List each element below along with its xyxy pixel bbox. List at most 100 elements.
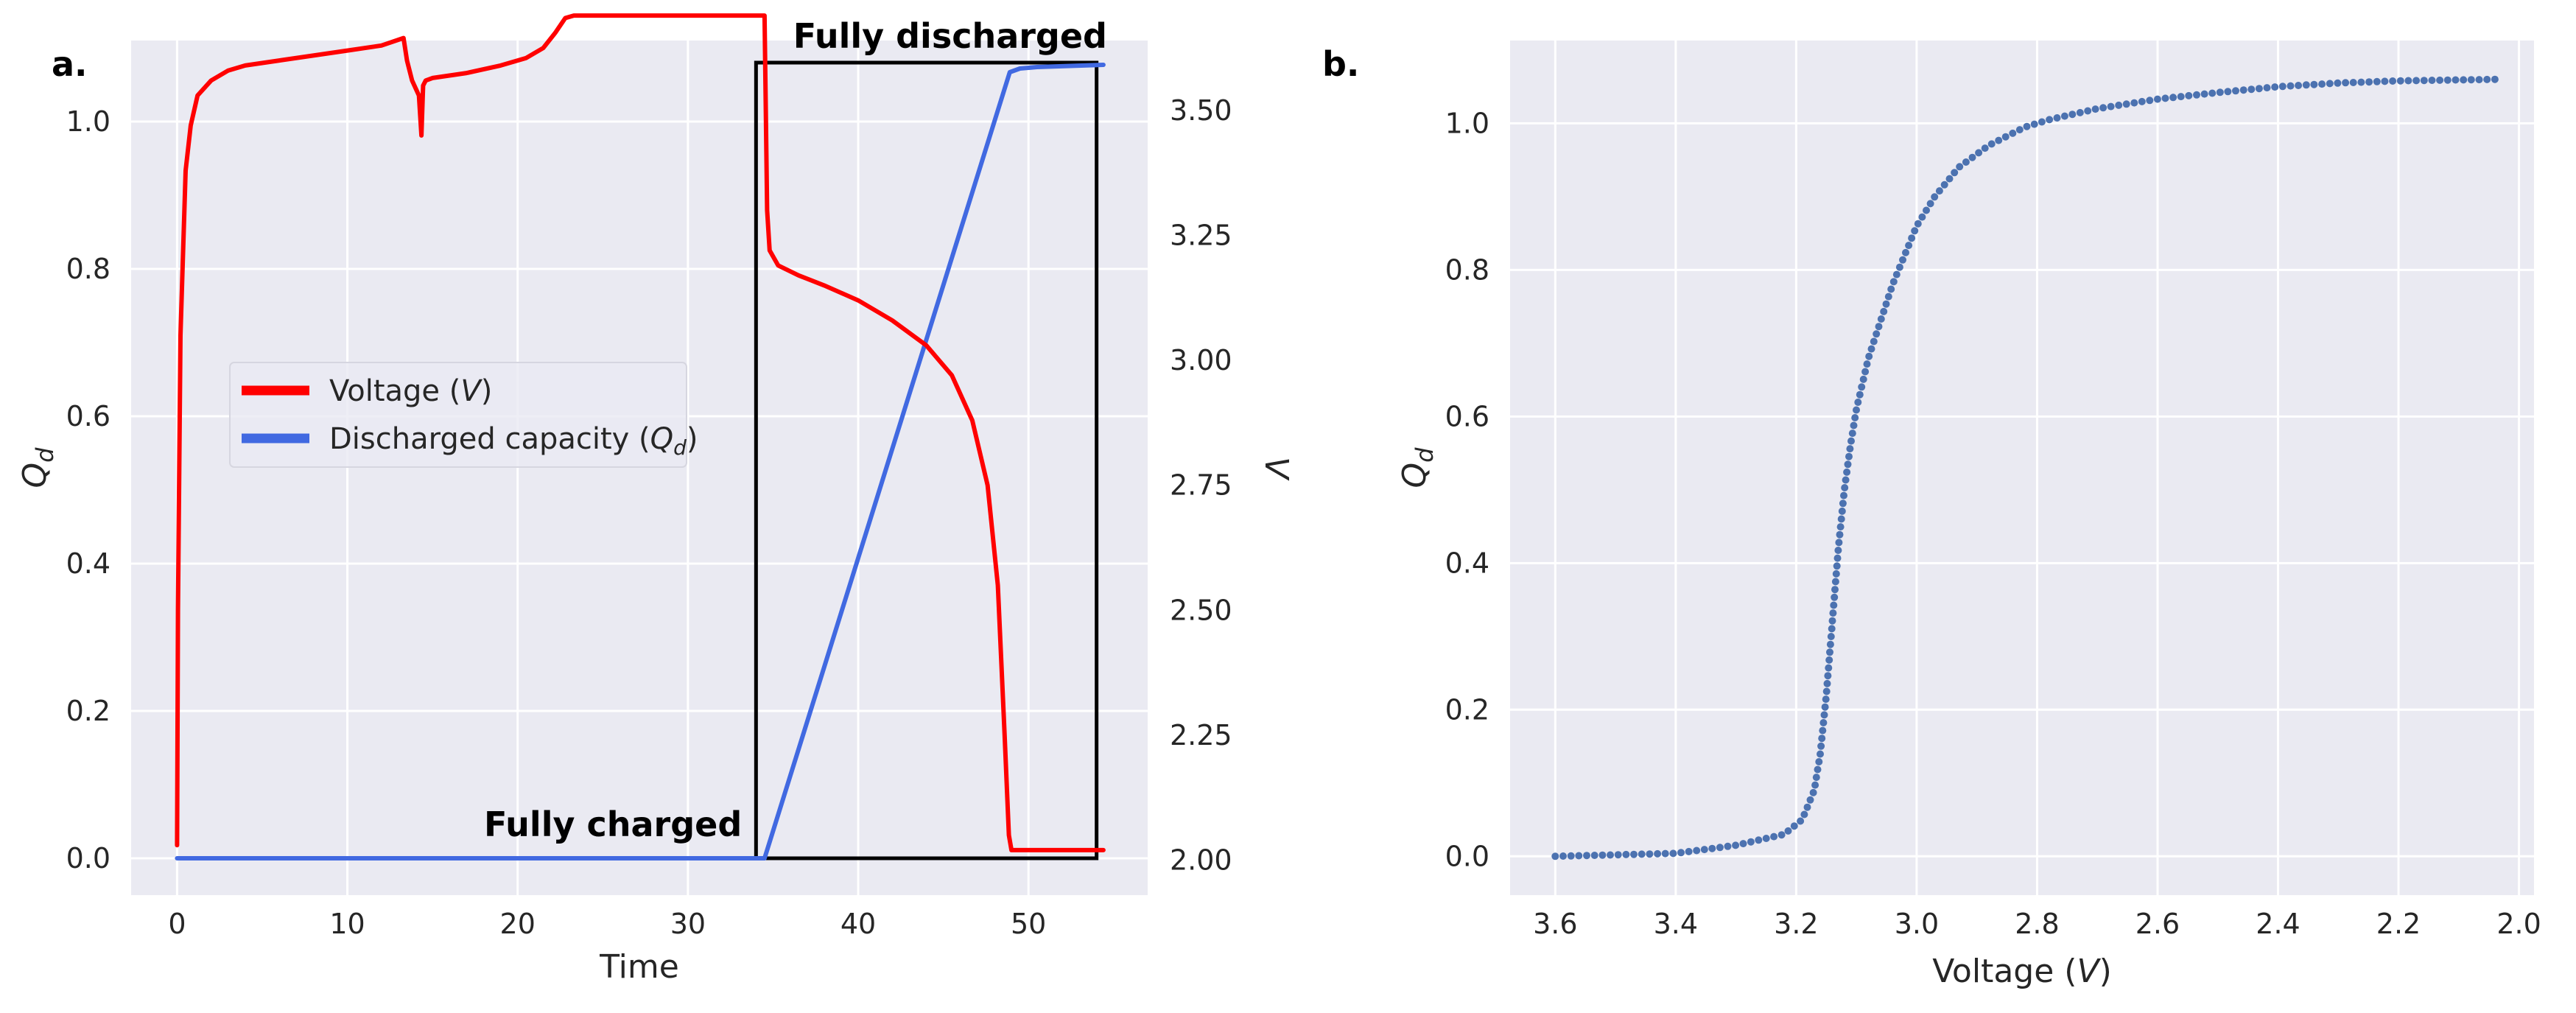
scatter-point (1825, 664, 1833, 672)
y-left-tick-label: 0.0 (66, 842, 110, 874)
scatter-point (1831, 586, 1839, 594)
scatter-point (1818, 735, 1826, 743)
scatter-point (2483, 75, 2491, 83)
scatter-point (2046, 116, 2054, 124)
panel-a-label: a. (52, 44, 88, 84)
scatter-point (2153, 95, 2161, 103)
scatter-point (2232, 87, 2239, 95)
scatter-point (2287, 82, 2295, 90)
scatter-point (1724, 842, 1732, 850)
scatter-point (1755, 836, 1763, 844)
scatter-point (1981, 144, 1989, 153)
scatter-point (1825, 656, 1833, 664)
panel-b-label: b. (1322, 44, 1359, 84)
y-left-tick-label: 0.8 (66, 253, 110, 285)
scatter-point (1708, 844, 1716, 852)
scatter-point (1654, 849, 1662, 858)
scatter-point (1770, 833, 1778, 841)
scatter-point (1622, 850, 1630, 858)
scatter-point (1865, 352, 1873, 360)
scatter-point (1811, 781, 1819, 789)
scatter-point (2208, 89, 2217, 97)
scatter-point (1926, 200, 1934, 208)
scatter-point (2404, 77, 2412, 85)
panel-a-highlight-box (754, 60, 1099, 860)
scatter-point (2115, 101, 2123, 109)
panel-a-y-right-axis-label: V (1257, 457, 1295, 481)
x-tick-label: 2.8 (2015, 908, 2059, 940)
scatter-point (2099, 104, 2108, 112)
panel-b-x-ticks: 3.6 3.4 3.2 3.0 2.8 2.6 2.4 2.2 2.0 (1533, 908, 2541, 940)
scatter-point (1833, 554, 1842, 562)
scatter-point (1882, 300, 1890, 308)
scatter-point (1830, 601, 1838, 609)
scatter-point (2342, 79, 2350, 87)
panel-b-chart: 3.6 3.4 3.2 3.0 2.8 2.6 2.4 2.2 2.0 0.0 0.2 0.4 0.6… (1322, 41, 2541, 990)
scatter-point (1863, 360, 1871, 368)
panel-b-plot-area (1510, 41, 2534, 895)
scatter-point (2015, 126, 2024, 134)
y-right-tick-label: 2.25 (1170, 719, 1232, 751)
scatter-point (2412, 77, 2421, 85)
scatter-point (2420, 77, 2428, 85)
scatter-point (1836, 523, 1845, 531)
scatter-point (1797, 817, 1805, 825)
scatter-point (1853, 406, 1860, 414)
discharged-capacity-line (175, 63, 1106, 860)
scatter-point (2091, 105, 2099, 113)
scatter-point (2365, 78, 2373, 86)
scatter-point (2030, 120, 2038, 128)
y-tick-label: 1.0 (1445, 107, 1489, 139)
scatter-point (2436, 76, 2444, 84)
scatter-point (1828, 617, 1836, 625)
scatter-point (1846, 445, 1854, 453)
panel-a-x-axis-label: Time (599, 948, 679, 986)
scatter-point (1819, 726, 1827, 735)
y-left-tick-label: 0.4 (66, 547, 110, 580)
scatter-point (1784, 827, 1792, 835)
scatter-point (2295, 82, 2303, 89)
scatter-point (2023, 122, 2031, 130)
scatter-point (1875, 323, 1883, 331)
scatter-point (1614, 851, 1622, 859)
scatter-point (1819, 719, 1828, 726)
scatter-point (1739, 840, 1747, 848)
scatter-point (2334, 79, 2342, 87)
x-tick-label: 10 (329, 908, 365, 940)
scatter-point (1803, 803, 1811, 811)
y-right-tick-label: 2.50 (1170, 594, 1232, 626)
scatter-point (2428, 77, 2436, 84)
scatter-point (1902, 248, 1909, 256)
y-right-tick-label: 3.25 (1170, 220, 1232, 252)
x-tick-label: 2.0 (2496, 908, 2541, 940)
fully-discharged-box (754, 60, 1099, 860)
panel-a-y-left-ticks: 0.0 0.2 0.4 0.6 0.8 1.0 (66, 105, 110, 874)
scatter-point (1833, 562, 1841, 570)
panel-a-y-right-ticks: 2.00 2.25 2.50 2.75 3.00 3.25 3.50 (1170, 94, 1232, 877)
scatter-point (1817, 742, 1825, 750)
scatter-point (1987, 140, 1996, 148)
scatter-point (1590, 852, 1598, 859)
x-tick-label: 3.0 (1895, 908, 1939, 940)
scatter-point (1559, 852, 1567, 860)
y-tick-label: 0.4 (1445, 547, 1489, 579)
scatter-point (2302, 81, 2310, 89)
scatter-point (1918, 213, 1926, 221)
scatter-point (1848, 430, 1856, 438)
scatter-point (1908, 234, 1916, 242)
scatter-point (1867, 345, 1875, 353)
scatter-point (2349, 79, 2357, 86)
y-right-tick-label: 2.75 (1170, 469, 1232, 502)
scatter-point (1854, 399, 1862, 406)
scatter-point (1845, 452, 1853, 460)
scatter-point (1575, 852, 1583, 860)
panel-b-grid (1510, 41, 2534, 895)
y-tick-label: 0.2 (1445, 693, 1489, 726)
scatter-point (1832, 569, 1840, 578)
panel-a-chart: 0 10 20 30 40 50 0.00.20.40.60.81.0 2.002.252… (16, 13, 1295, 986)
x-tick-label: 2.2 (2376, 908, 2421, 940)
legend-frame (229, 362, 687, 468)
scatter-point (1835, 539, 1843, 547)
scatter-point (1968, 153, 1976, 161)
scatter-point (1551, 852, 1559, 860)
